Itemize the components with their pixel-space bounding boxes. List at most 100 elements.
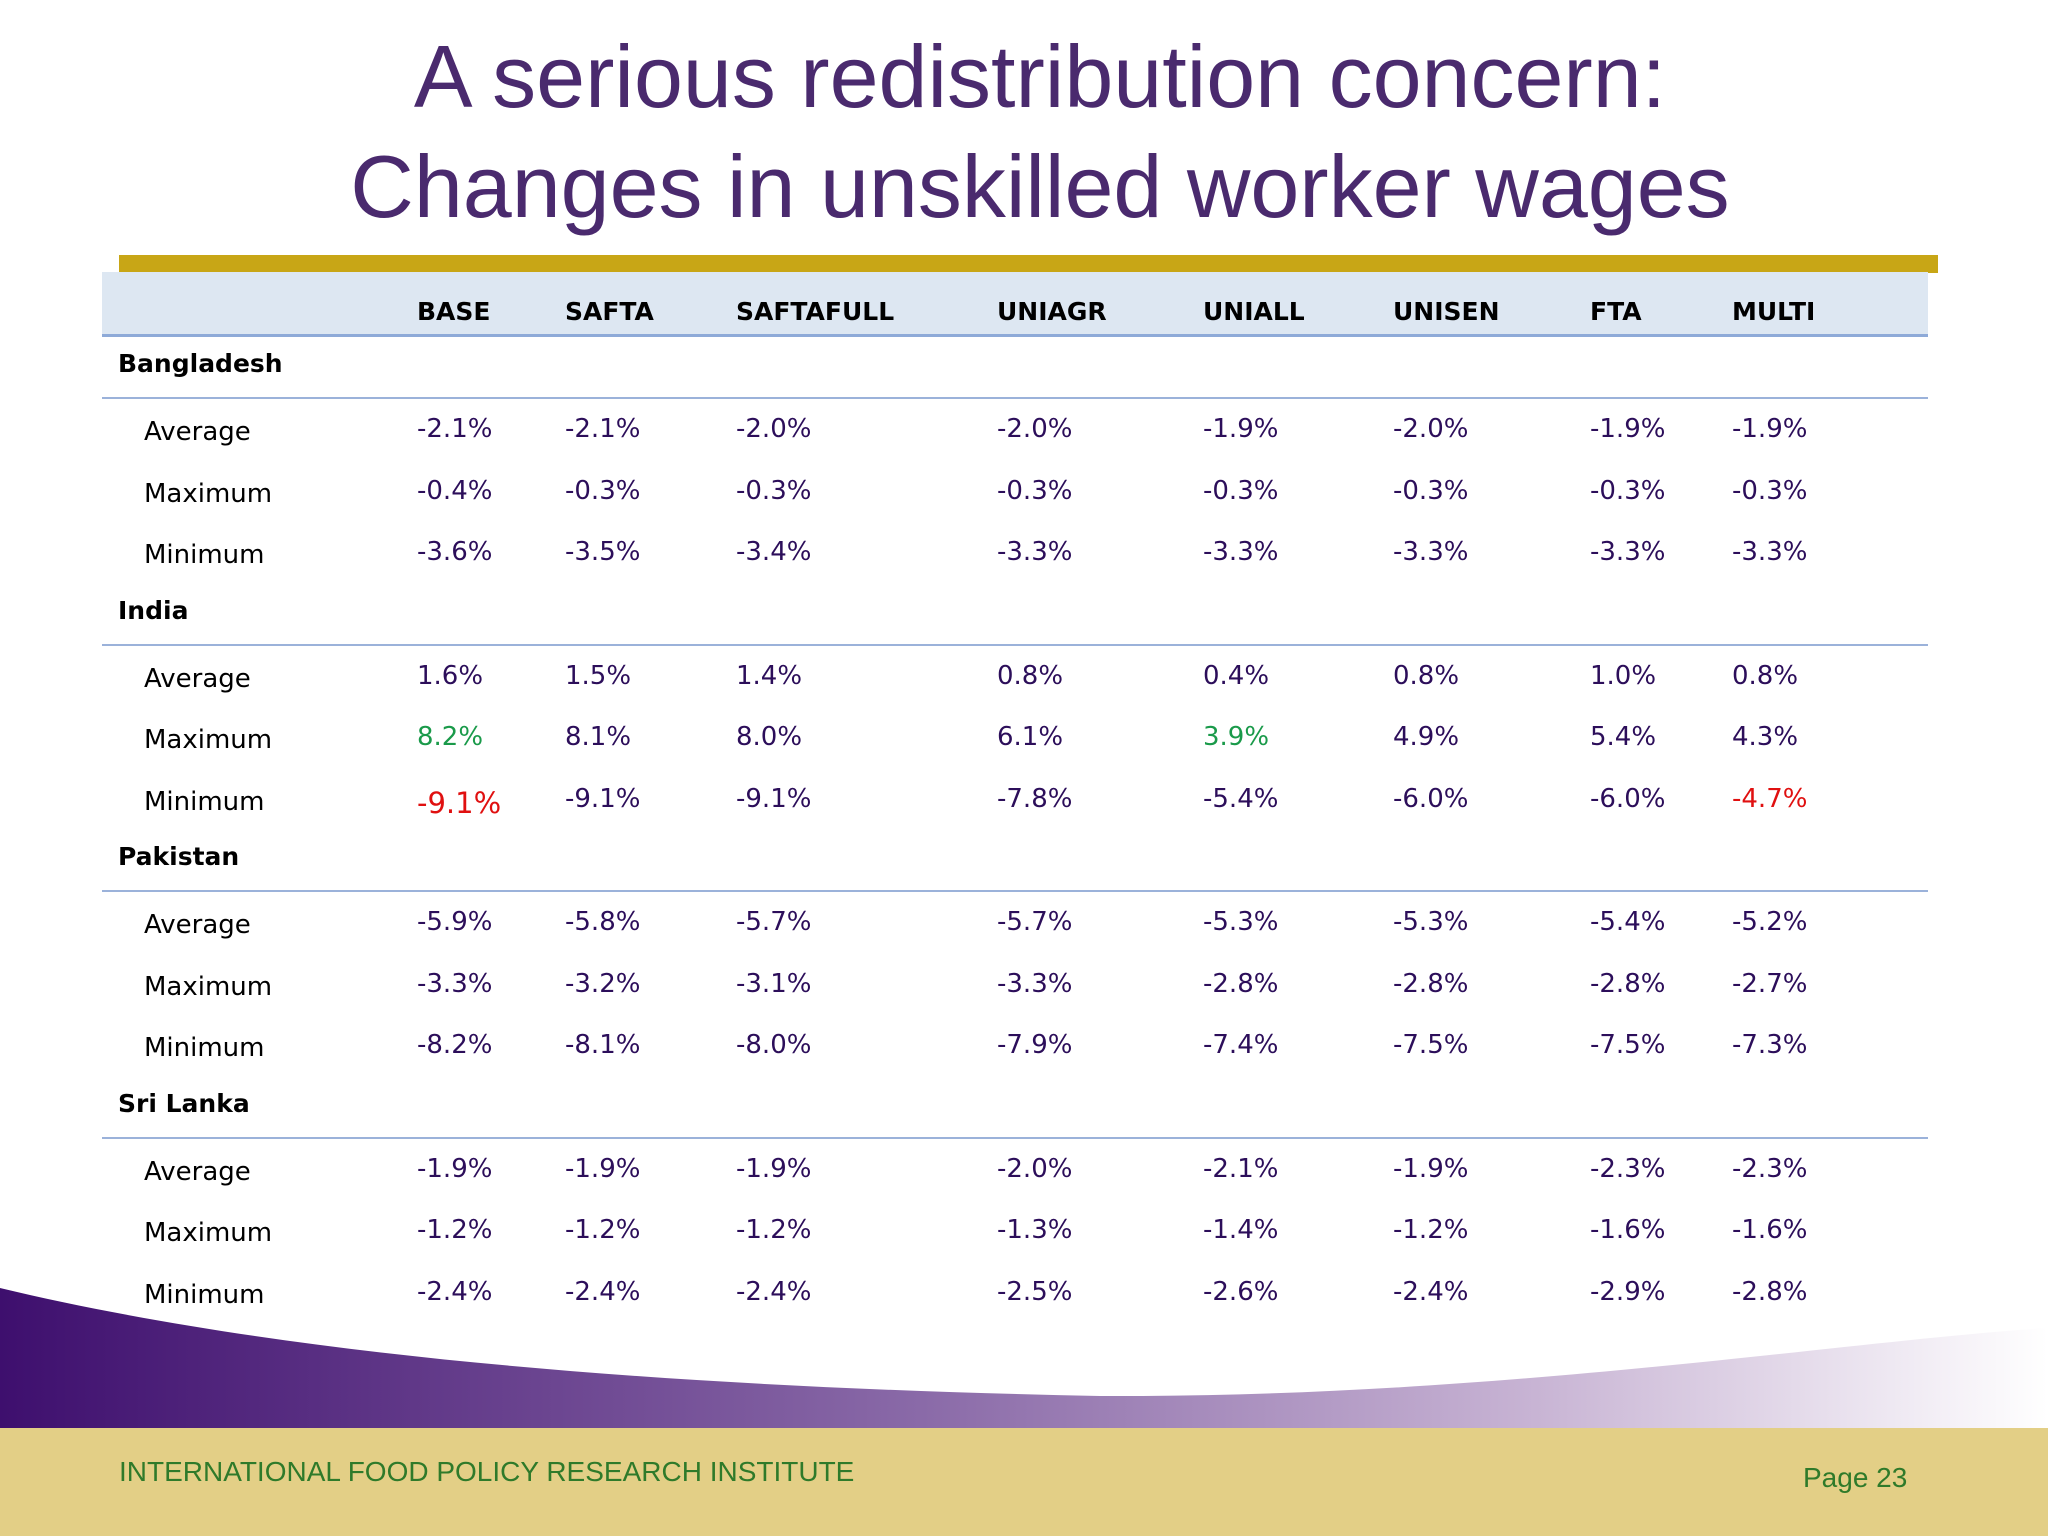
table-cell: -2.4% — [1393, 1276, 1469, 1307]
table-cell: 0.8% — [1732, 660, 1799, 691]
table-cell: -8.2% — [417, 1030, 493, 1060]
slide-title-line2: Changes in unskilled worker wages — [350, 137, 1730, 236]
table-cell: -6.0% — [1393, 783, 1469, 814]
table-row: Minimum -2.4% -2.4% -2.4% -2.5% -2.6% -2.4% -2.… — [102, 1262, 1928, 1324]
table-cell: 0.4% — [1203, 660, 1270, 691]
country-name: Pakistan — [118, 842, 240, 871]
table-cell: -2.0% — [997, 414, 1073, 444]
table-cell: -1.9% — [736, 1153, 812, 1184]
table-cell: -1.2% — [736, 1215, 812, 1245]
column-header-uniall: UNIALL — [1203, 297, 1305, 326]
table-cell: 3.9% — [1203, 722, 1270, 752]
row-label: Average — [144, 1156, 251, 1187]
country-name: India — [118, 595, 189, 625]
table-row: Average 1.6% 1.5% 1.4% 0.8% 0.4% 0.8% 1.0% 0.8% — [102, 646, 1928, 708]
table-row: Maximum -0.4% -0.3% -0.3% -0.3% -0.3% -0.3% -0.… — [102, 461, 1928, 523]
table-cell: -2.6% — [1203, 1276, 1279, 1307]
table-cell: -0.3% — [565, 475, 641, 506]
row-label: Maximum — [144, 971, 273, 1002]
table-cell: -9.1% — [736, 783, 812, 814]
table-cell: -3.1% — [736, 968, 812, 999]
country-row: India — [102, 584, 1928, 646]
table-row: Minimum -9.1% -9.1% -9.1% -7.8% -5.4% -6.0% -6.… — [102, 769, 1928, 831]
table-cell: -0.4% — [417, 475, 493, 506]
table-cell: -0.3% — [1393, 475, 1469, 506]
footer-organization: INTERNATIONAL FOOD POLICY RESEARCH INSTI… — [119, 1456, 855, 1487]
table-cell: -3.4% — [736, 537, 812, 567]
table-cell: -7.8% — [997, 783, 1073, 814]
table-cell: -1.9% — [1590, 414, 1666, 444]
table-row: Average -5.9% -5.8% -5.7% -5.7% -5.3% -5.3% -5.… — [102, 892, 1928, 954]
table-cell: -3.3% — [1203, 537, 1279, 567]
table-row: Maximum 8.2% 8.1% 8.0% 6.1% 3.9% 4.9% 5.4% 4.3% — [102, 707, 1928, 769]
table-cell: -1.2% — [565, 1215, 641, 1245]
table-row: Minimum -8.2% -8.1% -8.0% -7.9% -7.4% -7.5% -7.… — [102, 1015, 1928, 1077]
table-cell: -2.8% — [1590, 968, 1666, 999]
table-row: Maximum -3.3% -3.2% -3.1% -3.3% -2.8% -2.8% -2.… — [102, 954, 1928, 1016]
table-cell: -7.5% — [1393, 1030, 1469, 1060]
table-cell: -3.3% — [1393, 537, 1469, 567]
table-cell: -3.2% — [565, 968, 641, 999]
table-cell: -1.9% — [417, 1153, 493, 1184]
table-cell: -1.9% — [1393, 1153, 1469, 1184]
table-cell: -0.3% — [1732, 475, 1808, 506]
table-cell: -0.3% — [1203, 475, 1279, 506]
table-cell: -1.4% — [1203, 1215, 1279, 1245]
table-cell: -2.9% — [1590, 1276, 1666, 1307]
table-cell: 8.1% — [565, 722, 632, 752]
table-cell: -5.7% — [997, 907, 1073, 937]
table-cell: 1.6% — [417, 660, 484, 691]
table-cell: -5.7% — [736, 907, 812, 937]
column-header-base: BASE — [417, 297, 491, 326]
table-cell: -3.3% — [997, 537, 1073, 567]
table-cell: -1.2% — [417, 1215, 493, 1245]
table-cell: -1.2% — [1393, 1215, 1469, 1245]
table-cell: 0.8% — [997, 660, 1064, 691]
table-cell: -5.4% — [1590, 907, 1666, 937]
table-cell: -0.3% — [1590, 475, 1666, 506]
table-cell: -5.4% — [1203, 783, 1279, 814]
table-cell: -3.3% — [417, 968, 493, 999]
table-cell: -2.4% — [736, 1276, 812, 1307]
table-cell: -1.6% — [1590, 1215, 1666, 1245]
row-label: Average — [144, 663, 251, 694]
table-row: Average -1.9% -1.9% -1.9% -2.0% -2.1% -1.9% -2.… — [102, 1139, 1928, 1201]
table-cell: -3.3% — [1590, 537, 1666, 567]
table-cell: -2.0% — [736, 414, 812, 444]
table-cell: -3.3% — [1732, 537, 1808, 567]
table-cell: -2.8% — [1732, 1276, 1808, 1307]
row-label: Minimum — [144, 1033, 265, 1063]
table-cell: -7.9% — [997, 1030, 1073, 1060]
title-underline — [119, 255, 1938, 273]
table-cell: -2.4% — [565, 1276, 641, 1307]
table-cell: -5.9% — [417, 907, 493, 937]
column-header-safta: SAFTA — [565, 297, 654, 326]
table-cell: -2.0% — [997, 1153, 1073, 1184]
row-label: Minimum — [144, 1279, 265, 1310]
table-cell: 5.4% — [1590, 722, 1657, 752]
country-row: Pakistan — [102, 830, 1928, 892]
table-cell: -9.1% — [565, 783, 641, 814]
row-label: Maximum — [144, 478, 273, 509]
column-header-multi: MULTI — [1732, 297, 1816, 326]
table-cell: -3.3% — [997, 968, 1073, 999]
table-cell: -7.5% — [1590, 1030, 1666, 1060]
table-cell: 8.2% — [417, 722, 484, 752]
table-cell: -8.1% — [565, 1030, 641, 1060]
table-cell: -6.0% — [1590, 783, 1666, 814]
row-label: Minimum — [144, 786, 265, 817]
country-row: Sri Lanka — [102, 1077, 1928, 1139]
table-body: Bangladesh Average -2.1% -2.1% -2.0% -2.0% -1.… — [102, 337, 1928, 1323]
table-cell: -2.1% — [1203, 1153, 1279, 1184]
table-cell: -5.8% — [565, 907, 641, 937]
table-cell: -2.3% — [1590, 1153, 1666, 1184]
table-cell: -2.8% — [1203, 968, 1279, 999]
row-label: Average — [144, 417, 251, 447]
footer-bar — [0, 1428, 2048, 1536]
table-cell: 6.1% — [997, 722, 1064, 752]
table-cell: -9.1% — [417, 785, 502, 820]
table-cell: -5.3% — [1203, 907, 1279, 937]
table-cell: -2.5% — [997, 1276, 1073, 1307]
row-label: Maximum — [144, 1218, 273, 1248]
table-cell: -8.0% — [736, 1030, 812, 1060]
